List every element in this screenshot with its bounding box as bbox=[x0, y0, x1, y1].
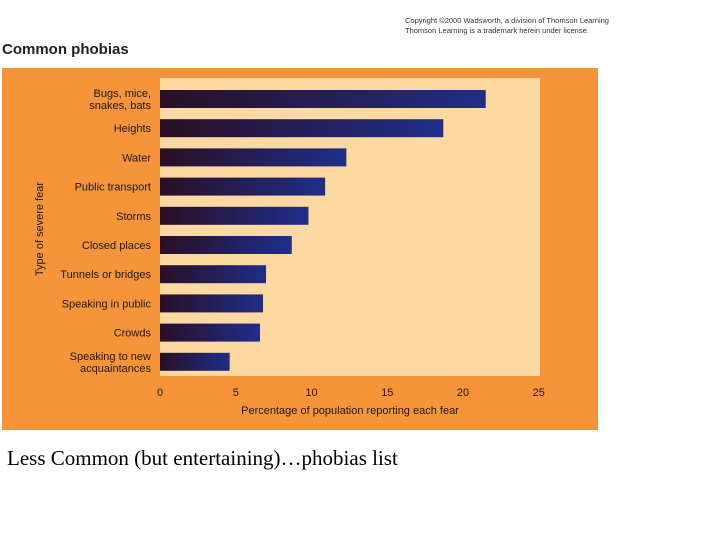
bar bbox=[160, 294, 264, 313]
category-label: Speaking in public bbox=[62, 298, 152, 310]
category-label: Crowds bbox=[114, 328, 152, 340]
category-label: Closed places bbox=[82, 240, 152, 252]
slide-caption: Less Common (but entertaining)…phobias l… bbox=[7, 446, 398, 470]
copyright-line-2: Thomson Learning is a trademark herein u… bbox=[405, 26, 589, 35]
category-label: Tunnels or bridges bbox=[60, 269, 151, 281]
x-tick-label: 15 bbox=[381, 387, 393, 399]
bar bbox=[160, 177, 326, 196]
category-label: Heights bbox=[114, 123, 152, 135]
bar bbox=[160, 352, 230, 371]
x-tick-label: 25 bbox=[533, 387, 545, 399]
category-label: Storms bbox=[116, 211, 151, 223]
bar bbox=[160, 206, 309, 225]
copyright-line-1: Copyright ©2000 Wadsworth, a division of… bbox=[405, 16, 609, 25]
x-tick-label: 5 bbox=[233, 387, 239, 399]
x-axis-label: Percentage of population reporting each … bbox=[241, 405, 459, 417]
bar bbox=[160, 236, 292, 254]
bar bbox=[160, 265, 267, 284]
category-label: acquaintances bbox=[80, 363, 151, 375]
y-axis-label: Type of severe fear bbox=[34, 182, 46, 276]
chart-title: Common phobias bbox=[2, 41, 129, 58]
category-label: Public transport bbox=[75, 182, 151, 194]
x-tick-label: 10 bbox=[305, 387, 317, 399]
copyright-notice: Copyright ©2000 Wadsworth, a division of… bbox=[405, 16, 645, 36]
bar bbox=[160, 90, 486, 108]
bar bbox=[160, 323, 260, 342]
bar bbox=[160, 119, 444, 138]
category-label: snakes, bats bbox=[89, 100, 151, 112]
bar bbox=[160, 148, 347, 167]
x-tick-label: 0 bbox=[157, 387, 163, 399]
category-label: Speaking to new bbox=[70, 351, 151, 363]
category-label: Water bbox=[122, 152, 151, 164]
category-label: Bugs, mice, bbox=[94, 88, 151, 100]
x-tick-label: 20 bbox=[457, 387, 469, 399]
